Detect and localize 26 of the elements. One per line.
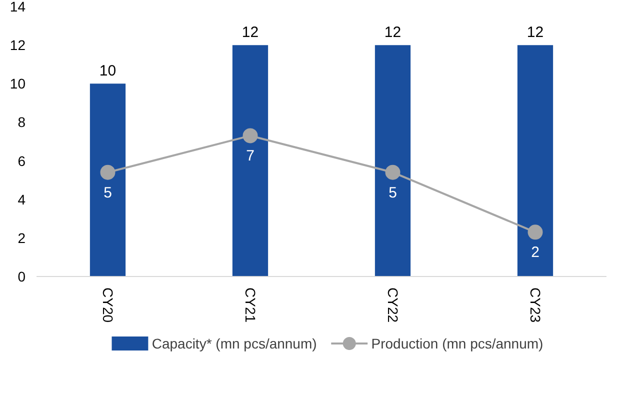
y-tick-label: 6 bbox=[18, 152, 26, 169]
legend-label: Capacity* (mn pcs/annum) bbox=[152, 336, 317, 352]
x-tick-label: CY22 bbox=[384, 288, 401, 323]
y-tick-label: 4 bbox=[18, 191, 26, 208]
point bbox=[100, 164, 116, 180]
data-label: 7 bbox=[246, 148, 254, 165]
y-tick-label: 14 bbox=[10, 0, 26, 14]
y-tick-label: 8 bbox=[18, 114, 26, 130]
legend-label: Production (mn pcs/annum) bbox=[371, 336, 544, 352]
data-label: 10 bbox=[99, 62, 116, 80]
data-label: 5 bbox=[388, 184, 397, 202]
y-tick-label: 12 bbox=[10, 37, 26, 54]
point bbox=[385, 164, 400, 180]
x-tick-label: CY20 bbox=[100, 288, 116, 323]
data-label: 5 bbox=[104, 184, 112, 202]
data-label: 12 bbox=[526, 24, 544, 42]
y-tick-label: 10 bbox=[10, 76, 26, 92]
data-label: 12 bbox=[242, 24, 259, 42]
x-tick-label: CY23 bbox=[527, 288, 544, 323]
y-tick-label: 0 bbox=[18, 268, 26, 284]
point bbox=[528, 224, 543, 240]
data-label: 12 bbox=[384, 24, 402, 42]
y-tick-label: 2 bbox=[18, 230, 26, 246]
point bbox=[242, 128, 258, 144]
data-label: 2 bbox=[531, 244, 540, 262]
x-tick-label: CY21 bbox=[242, 288, 258, 323]
